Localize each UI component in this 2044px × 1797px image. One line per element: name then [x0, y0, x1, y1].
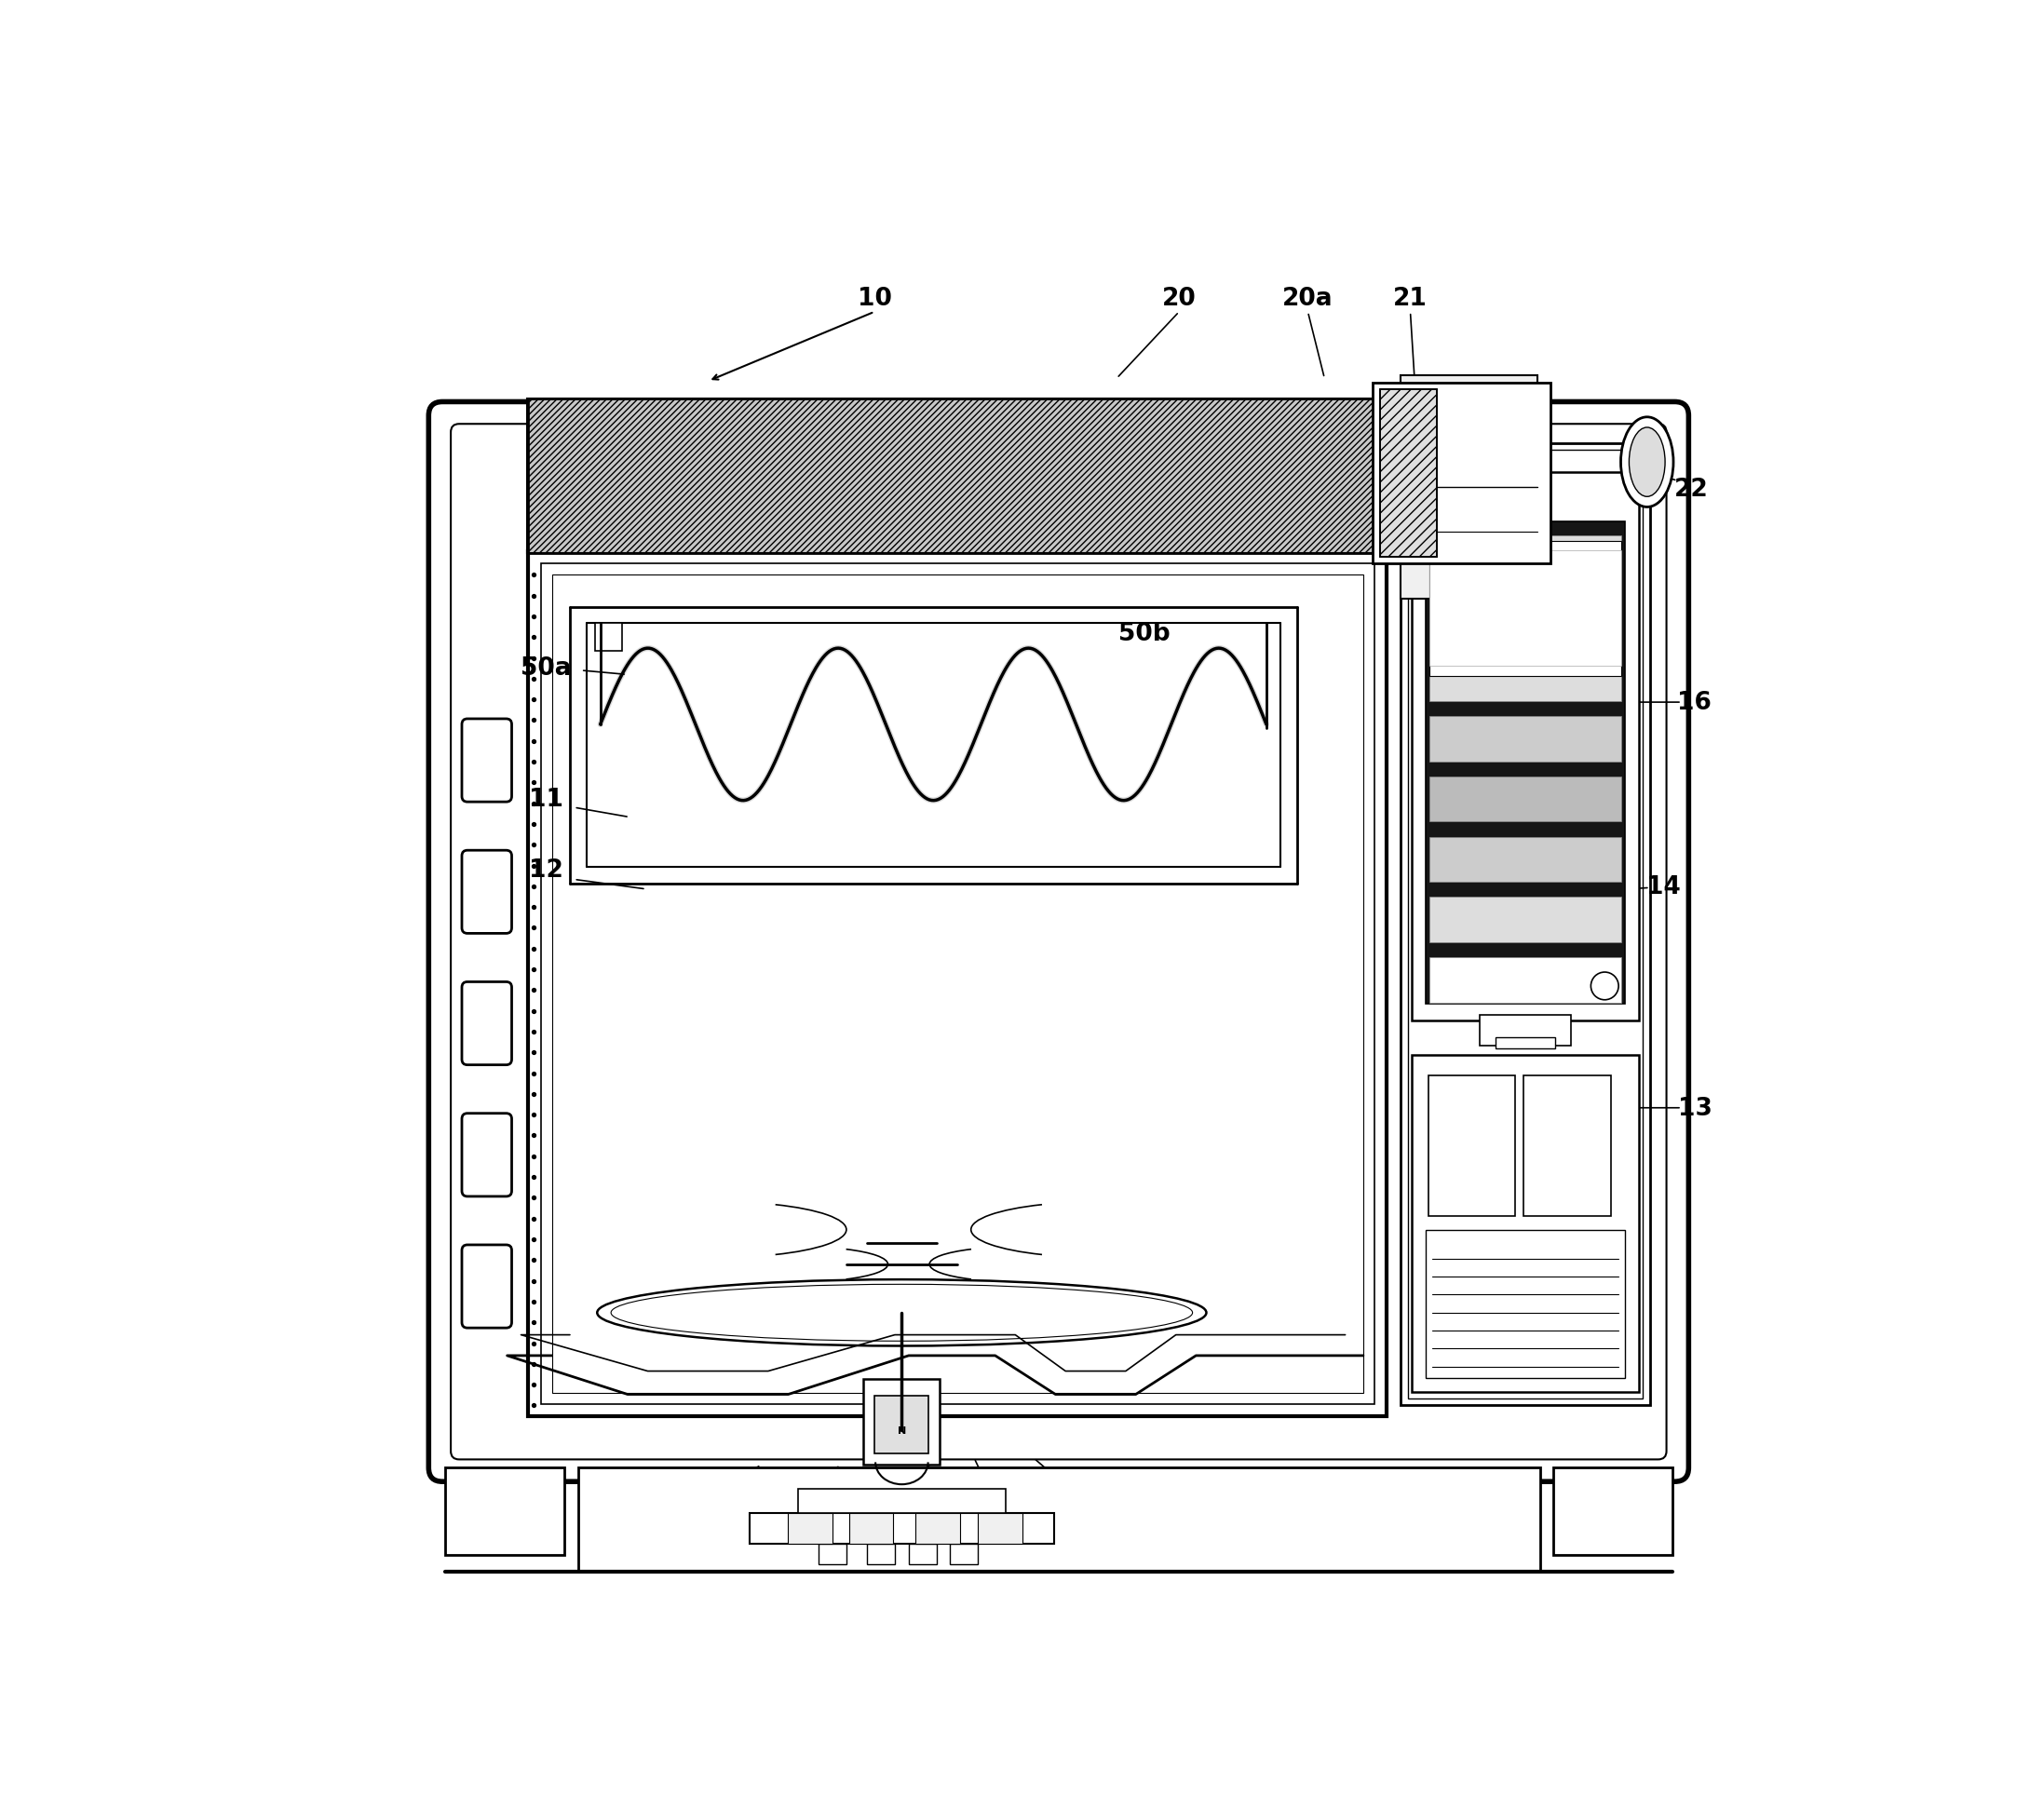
- Bar: [542, 564, 1374, 1403]
- Bar: [552, 575, 1363, 1393]
- Text: 50b: 50b: [1118, 622, 1171, 645]
- Text: 45: 45: [887, 1504, 922, 1529]
- Bar: [1429, 897, 1621, 943]
- Text: 10: 10: [856, 286, 891, 311]
- Bar: [875, 1396, 928, 1454]
- Bar: [1429, 536, 1621, 580]
- Bar: [1429, 541, 1621, 676]
- Bar: [1380, 390, 1437, 557]
- Bar: [950, 1544, 977, 1565]
- Bar: [446, 1468, 564, 1554]
- Bar: [789, 1513, 832, 1544]
- Bar: [1429, 656, 1621, 701]
- Bar: [797, 1488, 1006, 1513]
- Bar: [750, 1513, 1055, 1544]
- Bar: [1429, 958, 1621, 1003]
- Bar: [1480, 1015, 1570, 1046]
- Text: Фиг.1: Фиг.1: [979, 1540, 1116, 1581]
- Bar: [865, 1380, 940, 1465]
- Bar: [848, 1513, 893, 1544]
- Text: 16: 16: [1676, 690, 1711, 715]
- Bar: [527, 552, 1386, 1416]
- Ellipse shape: [1621, 417, 1674, 507]
- Text: 11: 11: [529, 787, 564, 812]
- Circle shape: [1590, 972, 1619, 1001]
- Bar: [1374, 383, 1549, 564]
- Bar: [867, 1544, 895, 1565]
- Text: 42: 42: [681, 1504, 715, 1529]
- Text: 20: 20: [1161, 286, 1196, 311]
- Bar: [1496, 1037, 1555, 1049]
- Bar: [1525, 1075, 1611, 1217]
- Bar: [1429, 837, 1621, 882]
- FancyBboxPatch shape: [462, 1114, 511, 1197]
- Bar: [1429, 1075, 1515, 1217]
- Bar: [1429, 776, 1621, 821]
- Bar: [1400, 444, 1650, 1405]
- Text: 12: 12: [529, 857, 564, 882]
- Bar: [1412, 1055, 1639, 1391]
- FancyBboxPatch shape: [462, 983, 511, 1066]
- Bar: [916, 1513, 961, 1544]
- FancyBboxPatch shape: [429, 403, 1688, 1483]
- Bar: [1429, 597, 1621, 642]
- Bar: [977, 1513, 1022, 1544]
- Text: 13: 13: [1678, 1096, 1713, 1120]
- Bar: [1553, 1468, 1672, 1554]
- Bar: [1400, 376, 1537, 598]
- Text: 22: 22: [1674, 478, 1709, 501]
- Text: N: N: [897, 1425, 905, 1436]
- Bar: [1408, 451, 1643, 1398]
- Text: 41: 41: [1067, 1504, 1102, 1529]
- Ellipse shape: [1629, 428, 1666, 498]
- Bar: [1429, 717, 1621, 762]
- FancyBboxPatch shape: [462, 850, 511, 934]
- Bar: [578, 1468, 1541, 1572]
- Text: 21: 21: [1394, 286, 1427, 311]
- Bar: [1429, 552, 1621, 667]
- Bar: [1425, 521, 1625, 1005]
- FancyBboxPatch shape: [462, 1245, 511, 1328]
- Bar: [820, 1544, 846, 1565]
- Text: 50a: 50a: [521, 656, 572, 681]
- Text: 14: 14: [1647, 875, 1680, 898]
- Text: 20a: 20a: [1282, 286, 1333, 311]
- FancyBboxPatch shape: [462, 719, 511, 801]
- Text: 44: 44: [785, 1504, 820, 1529]
- Bar: [1412, 473, 1639, 1021]
- Text: 43: 43: [977, 1504, 1012, 1529]
- Bar: [1380, 390, 1437, 557]
- Bar: [910, 1544, 936, 1565]
- Bar: [595, 624, 623, 652]
- Bar: [1425, 1229, 1625, 1378]
- Bar: [527, 399, 1386, 553]
- Bar: [527, 399, 1388, 553]
